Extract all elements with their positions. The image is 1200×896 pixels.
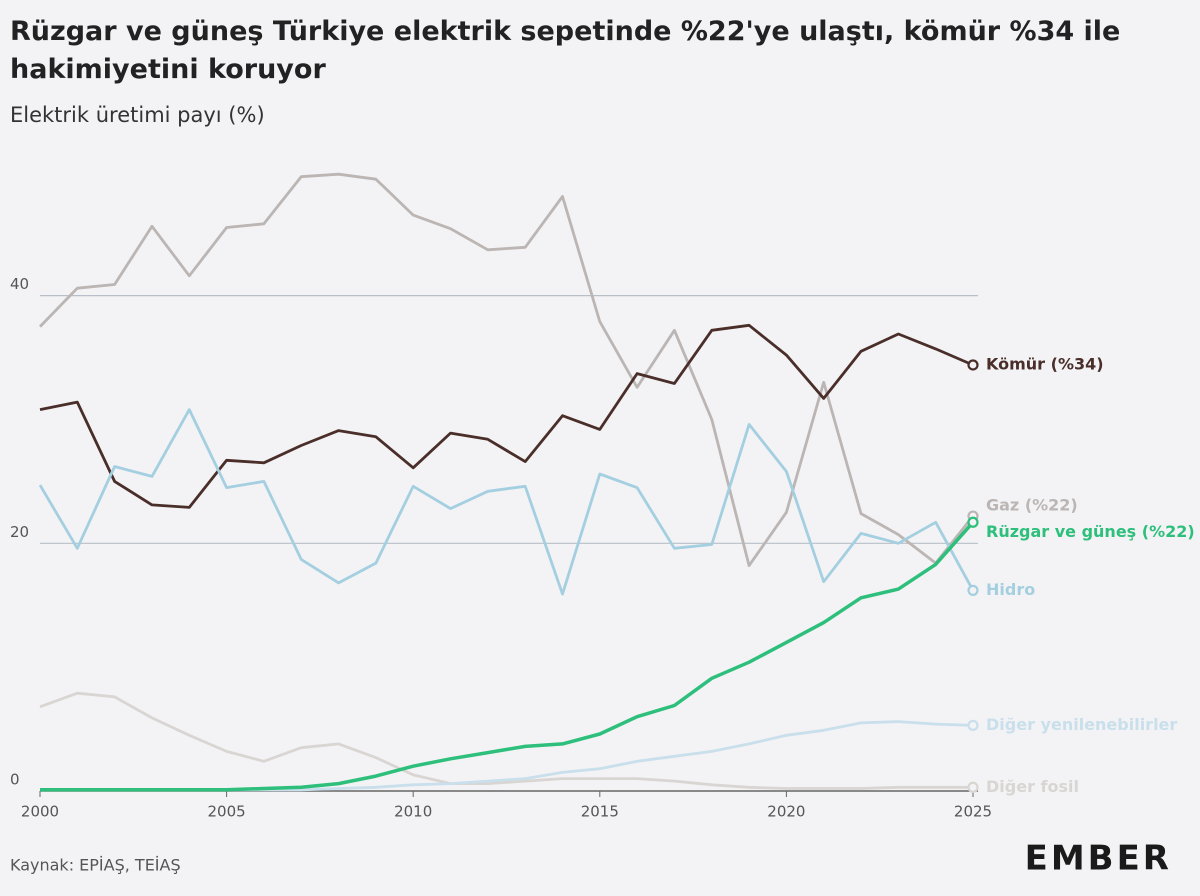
x-tick-label: 2005 xyxy=(208,803,246,821)
series-line xyxy=(38,408,975,596)
legend-label: Rüzgar ve güneş (%22) xyxy=(986,522,1195,541)
end-marker xyxy=(967,781,979,793)
end-marker xyxy=(967,584,979,596)
series-line xyxy=(39,691,973,790)
end-marker xyxy=(967,359,979,371)
y-tick-label: 0 xyxy=(10,771,20,789)
x-tick-label: 2000 xyxy=(21,803,59,821)
x-tick-label: 2015 xyxy=(581,803,619,821)
series-line xyxy=(40,521,975,792)
series-line xyxy=(39,323,974,509)
legend-label: Hidro xyxy=(986,580,1035,599)
source: Kaynak: EPİAŞ, TEİAŞ xyxy=(10,856,181,875)
x-tick-label: 2020 xyxy=(767,803,805,821)
y-tick-label: 40 xyxy=(10,275,29,293)
legend-label: Diğer fosil xyxy=(986,777,1079,796)
y-tick-label: 20 xyxy=(10,523,29,541)
x-tick-label: 2025 xyxy=(954,803,992,821)
x-tick-label: 2010 xyxy=(394,803,432,821)
chart-title-line-1: Rüzgar ve güneş Türkiye elektrik sepetin… xyxy=(10,16,1120,85)
legend-label: Kömür (%34) xyxy=(986,354,1104,373)
chart-subtitle: Elektrik üretimi payı (%) xyxy=(10,103,265,127)
end-marker xyxy=(967,719,979,731)
legend-label: Gaz (%22) xyxy=(986,496,1078,515)
end-marker xyxy=(967,516,979,528)
series-line xyxy=(38,172,975,567)
legend-label: Diğer yenilenebilirler xyxy=(986,715,1177,734)
logo: EMBER xyxy=(1025,839,1172,879)
